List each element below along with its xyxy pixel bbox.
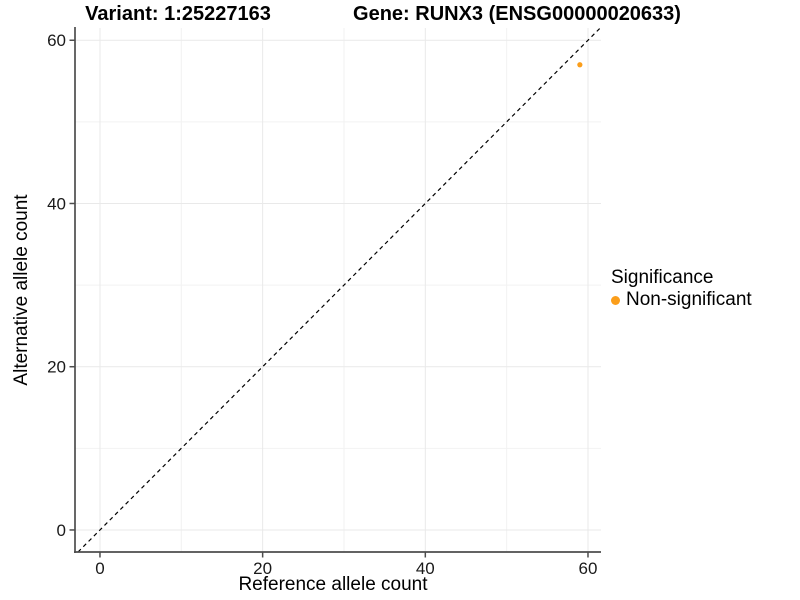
legend-entry-label: Non-significant (626, 289, 752, 310)
data-point (577, 62, 583, 68)
legend-title: Significance (611, 267, 714, 288)
legend-entry: Non-significant (611, 289, 752, 311)
y-tick-label: 40 (47, 194, 66, 213)
y-axis-title: Alternative allele count (11, 194, 32, 386)
x-tick-label: 0 (95, 559, 104, 578)
plot-title-variant: Variant: 1:25227163 (85, 3, 271, 25)
x-tick-label: 20 (253, 559, 272, 578)
plot-title-gene: Gene: RUNX3 (ENSG00000020633) (353, 3, 681, 25)
x-tick-label: 40 (416, 559, 435, 578)
identity-reference-line (77, 27, 601, 553)
legend-point-icon (611, 295, 620, 305)
y-tick-label: 0 (57, 521, 66, 540)
legend-entries: Non-significant (611, 289, 752, 311)
x-axis-title: Reference allele count (238, 574, 428, 595)
y-tick-label: 60 (47, 31, 66, 50)
y-tick-label: 20 (47, 358, 66, 377)
legend: Significance Non-significant (611, 267, 752, 311)
x-tick-label: 60 (579, 559, 598, 578)
